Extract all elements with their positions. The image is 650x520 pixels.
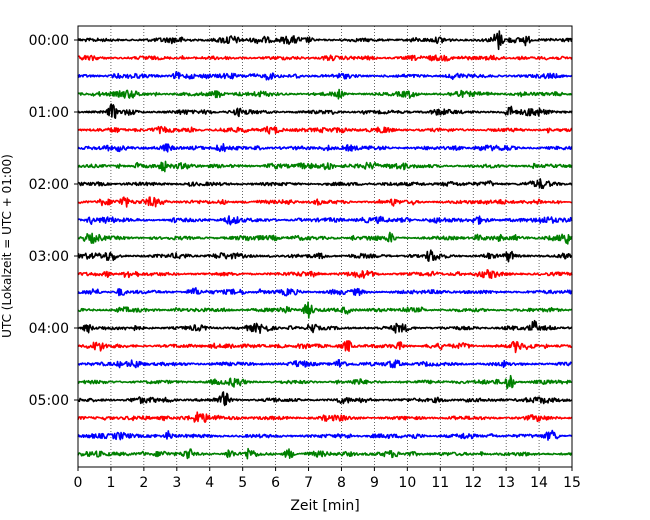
trace-row-13 [77, 269, 573, 280]
x-tick-label: 6 [271, 475, 280, 491]
trace-row-23 [77, 447, 573, 460]
x-tick-label: 2 [139, 475, 148, 491]
trace-row-22 [77, 429, 573, 441]
seismogram-traces [77, 30, 573, 460]
trace-row-18 [77, 359, 573, 369]
x-tick-label: 8 [337, 475, 346, 491]
x-tick-label: 3 [172, 475, 181, 491]
y-tick-label: 02:00 [29, 177, 69, 193]
x-tick-label: 4 [205, 475, 214, 491]
y-tick-label: 04:00 [29, 321, 69, 337]
y-axis-ticks: 00:00 01:00 02:00 03:00 04:00 05:00 [29, 33, 78, 409]
x-tick-label: 1 [106, 475, 115, 491]
x-tick-label: 14 [530, 475, 548, 491]
trace-row-5 [77, 125, 573, 135]
trace-row-11 [77, 231, 573, 245]
y-tick-label: 00:00 [29, 33, 69, 49]
x-tick-label: 9 [370, 475, 379, 491]
x-tick-label: 12 [464, 475, 482, 491]
y-tick-label: 05:00 [29, 393, 69, 409]
trace-row-15 [77, 301, 573, 319]
x-tick-label: 15 [563, 475, 581, 491]
trace-row-12 [77, 249, 573, 263]
trace-row-1 [77, 54, 573, 62]
trace-row-2 [77, 71, 573, 81]
x-tick-label: 13 [497, 475, 515, 491]
trace-row-19 [77, 374, 573, 390]
trace-row-20 [77, 391, 573, 407]
trace-row-21 [77, 411, 573, 423]
trace-row-8 [77, 178, 573, 190]
trace-row-10 [77, 215, 573, 226]
trace-row-0 [77, 30, 573, 51]
y-tick-label: 03:00 [29, 249, 69, 265]
plot-background [78, 26, 572, 467]
trace-row-7 [77, 160, 573, 173]
trace-row-4 [77, 103, 573, 119]
x-tick-label: 0 [74, 475, 83, 491]
y-axis-title: UTC (Lokalzeit = UTC + 01:00) [0, 154, 14, 338]
x-tick-label: 7 [304, 475, 313, 491]
trace-row-9 [77, 196, 573, 208]
x-axis-ticks: 0 1 2 3 4 5 6 7 8 9 10 11 12 13 14 15 [74, 467, 581, 491]
trace-row-14 [77, 287, 573, 297]
trace-row-17 [77, 340, 573, 354]
x-axis-title: Zeit [min] [290, 498, 359, 514]
x-tick-label: 10 [398, 475, 416, 491]
x-tick-label: 11 [431, 475, 449, 491]
trace-row-3 [77, 88, 573, 100]
plot-frame [77, 25, 573, 468]
y-tick-label: 01:00 [29, 105, 69, 121]
x-tick-label: 5 [238, 475, 247, 491]
trace-row-16 [77, 319, 573, 335]
trace-row-6 [77, 143, 573, 153]
